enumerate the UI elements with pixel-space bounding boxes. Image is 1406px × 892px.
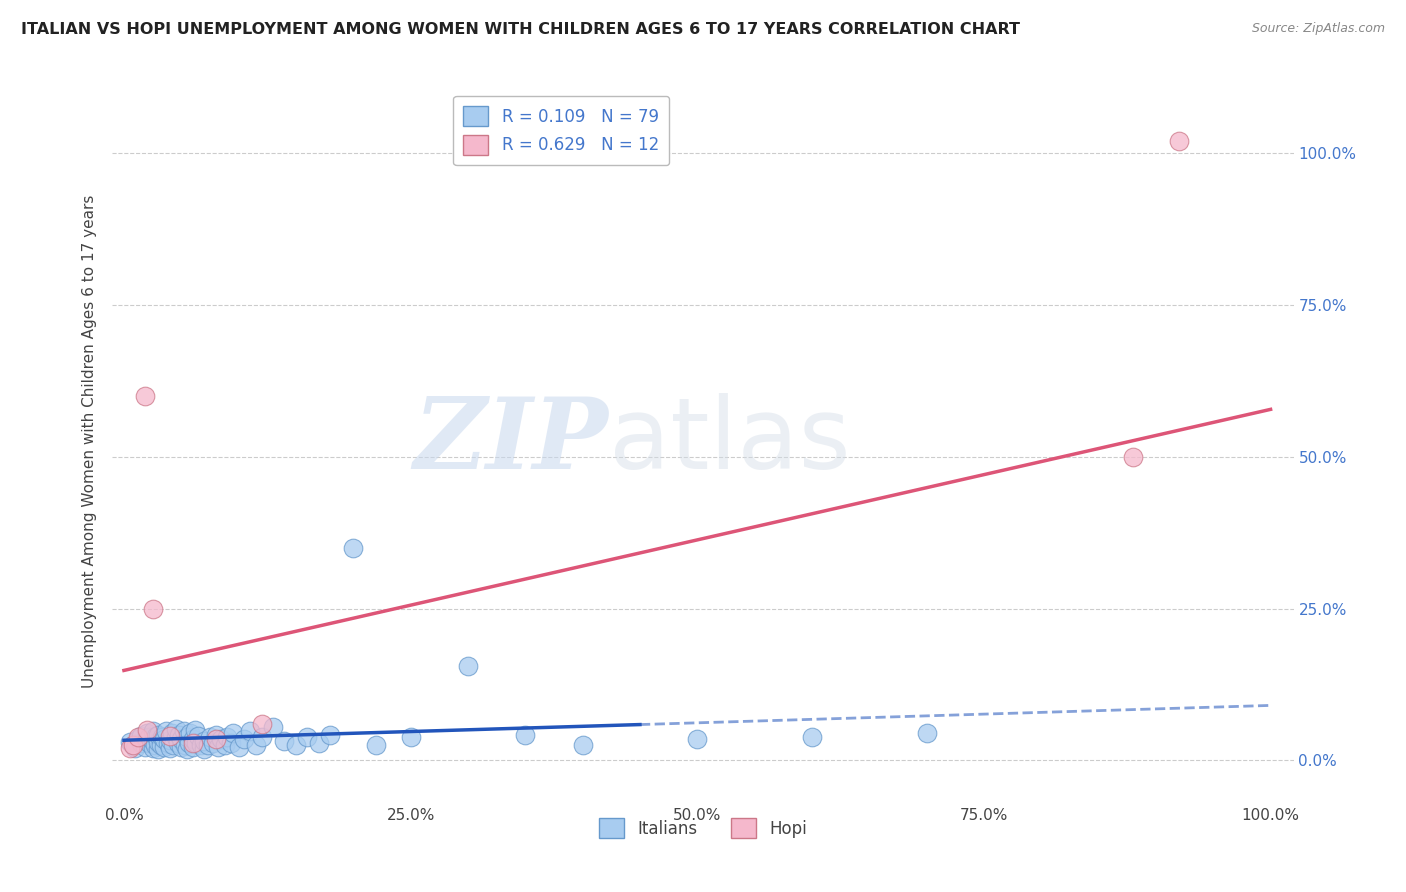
Point — [184, 723, 207, 737]
Point — [118, 741, 141, 756]
Point — [170, 739, 193, 754]
Point — [245, 738, 267, 752]
Point — [284, 738, 307, 752]
Point — [181, 736, 204, 750]
Point — [173, 724, 195, 739]
Point — [135, 723, 157, 737]
Point — [167, 728, 190, 742]
Point — [155, 724, 177, 739]
Text: ITALIAN VS HOPI UNEMPLOYMENT AMONG WOMEN WITH CHILDREN AGES 6 TO 17 YEARS CORREL: ITALIAN VS HOPI UNEMPLOYMENT AMONG WOMEN… — [21, 22, 1021, 37]
Point — [399, 730, 422, 744]
Point — [239, 724, 262, 739]
Point — [134, 739, 156, 754]
Point — [134, 389, 156, 403]
Point — [222, 726, 245, 740]
Point — [142, 741, 165, 756]
Point — [209, 732, 232, 747]
Point — [166, 736, 188, 750]
Point — [187, 729, 209, 743]
Point — [122, 738, 145, 752]
Point — [262, 720, 284, 734]
Point — [156, 736, 179, 750]
Point — [159, 741, 181, 756]
Point — [127, 730, 149, 744]
Point — [165, 730, 187, 744]
Point — [1122, 450, 1144, 464]
Point — [127, 732, 149, 747]
Point — [179, 736, 201, 750]
Point — [129, 736, 152, 750]
Point — [138, 730, 160, 744]
Point — [219, 736, 242, 750]
Point — [142, 724, 165, 739]
Point — [148, 735, 170, 749]
Point — [124, 741, 146, 756]
Text: Source: ZipAtlas.com: Source: ZipAtlas.com — [1251, 22, 1385, 36]
Point — [193, 734, 215, 748]
Point — [162, 738, 184, 752]
Legend: Italians, Hopi: Italians, Hopi — [592, 812, 814, 845]
Point — [233, 732, 256, 747]
Point — [198, 730, 221, 744]
Point — [207, 739, 229, 754]
Point — [915, 726, 938, 740]
Point — [159, 729, 181, 743]
Point — [149, 738, 172, 752]
Point — [217, 730, 239, 744]
Point — [160, 726, 183, 740]
Point — [800, 730, 823, 744]
Point — [129, 729, 152, 743]
Point — [297, 730, 319, 744]
Point — [165, 722, 187, 736]
Point — [204, 732, 226, 747]
Point — [176, 742, 198, 756]
Point — [153, 739, 176, 754]
Point — [202, 736, 225, 750]
Point — [1167, 134, 1189, 148]
Point — [366, 738, 388, 752]
Point — [686, 732, 709, 747]
Point — [250, 717, 273, 731]
Point — [176, 730, 198, 744]
Point — [228, 739, 250, 754]
Point — [148, 742, 170, 756]
Point — [148, 728, 170, 742]
Point — [273, 734, 295, 748]
Point — [197, 738, 219, 752]
Point — [153, 732, 176, 747]
Point — [135, 733, 157, 747]
Point — [135, 726, 157, 740]
Point — [142, 734, 165, 748]
Point — [145, 729, 167, 743]
Text: atlas: atlas — [609, 393, 851, 490]
Point — [308, 736, 330, 750]
Point — [571, 738, 593, 752]
Point — [181, 739, 204, 754]
Point — [319, 728, 342, 742]
Point — [457, 659, 479, 673]
Point — [515, 728, 537, 742]
Point — [170, 732, 193, 747]
Point — [214, 738, 236, 752]
Point — [204, 728, 226, 742]
Point — [342, 541, 364, 555]
Point — [193, 742, 215, 756]
Point — [118, 735, 141, 749]
Y-axis label: Unemployment Among Women with Children Ages 6 to 17 years: Unemployment Among Women with Children A… — [82, 194, 97, 689]
Point — [250, 730, 273, 744]
Point — [143, 738, 166, 752]
Text: ZIP: ZIP — [413, 393, 609, 490]
Point — [150, 730, 173, 744]
Point — [181, 732, 204, 747]
Point — [173, 738, 195, 752]
Point — [179, 726, 201, 740]
Point — [138, 736, 160, 750]
Point — [190, 738, 212, 752]
Point — [159, 733, 181, 747]
Point — [142, 601, 165, 615]
Point — [122, 738, 145, 752]
Point — [186, 736, 208, 750]
